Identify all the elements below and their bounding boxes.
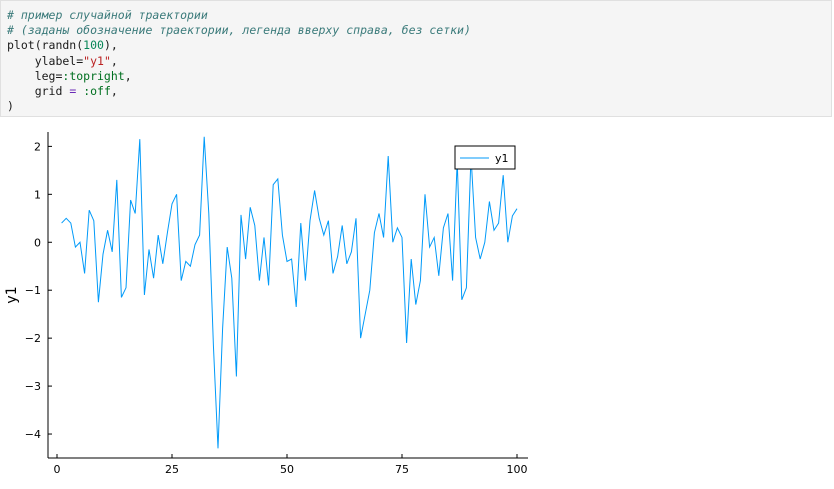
- code-line: # (заданы обозначение траектории, легенд…: [7, 23, 831, 38]
- code-token: grid: [7, 83, 70, 98]
- y-tick-label: −4: [25, 428, 41, 441]
- y-tick-label: −1: [25, 284, 41, 297]
- code-token: ,: [110, 53, 118, 68]
- code-token: # (заданы обозначение траектории, легенд…: [7, 23, 471, 38]
- code-line: plot(randn(100),: [7, 38, 831, 53]
- code-token: "y1": [83, 53, 111, 68]
- x-tick-label: 50: [280, 463, 294, 476]
- y-tick-label: 2: [34, 140, 41, 153]
- code-token: :topright: [62, 68, 125, 83]
- code-line: leg=:topright,: [7, 69, 831, 84]
- code-token: ylabel=: [7, 53, 84, 68]
- code-line: grid = :off,: [7, 84, 831, 99]
- code-line: ): [7, 99, 831, 114]
- code-token: ),: [103, 38, 118, 53]
- x-tick-label: 25: [165, 463, 179, 476]
- code-token: leg=: [7, 68, 63, 83]
- legend-label: y1: [495, 152, 509, 165]
- series-line-y1: [61, 136, 518, 449]
- code-cell[interactable]: # пример случайной траектории # (заданы о…: [0, 0, 832, 117]
- code-token: ,: [124, 68, 132, 83]
- code-token: 100: [83, 38, 104, 53]
- x-tick-label: 75: [395, 463, 409, 476]
- y-tick-label: 1: [34, 188, 41, 201]
- line-chart: 0 25 50 75 100 2 1 0 −1 −2 −3 −4 y1 y1: [4, 132, 528, 476]
- x-tick-label: 100: [507, 463, 528, 476]
- y-tick-label: −2: [25, 332, 41, 345]
- code-token: :off: [83, 83, 111, 98]
- code-token: =: [69, 83, 77, 98]
- code-token: ): [7, 99, 14, 114]
- code-token: ,: [110, 83, 118, 98]
- plot-area: 0 25 50 75 100 2 1 0 −1 −2 −3 −4 y1 y1: [0, 120, 834, 485]
- x-tick-label: 0: [54, 463, 61, 476]
- code-token: plot(randn(: [7, 38, 84, 53]
- y-axis-label: y1: [4, 286, 20, 303]
- code-token: # пример случайной траектории: [7, 8, 208, 22]
- y-tick-label: −3: [25, 380, 41, 393]
- code-line: ylabel="y1",: [7, 54, 831, 69]
- y-tick-label: 0: [34, 236, 41, 249]
- code-line: # пример случайной траектории: [7, 8, 831, 23]
